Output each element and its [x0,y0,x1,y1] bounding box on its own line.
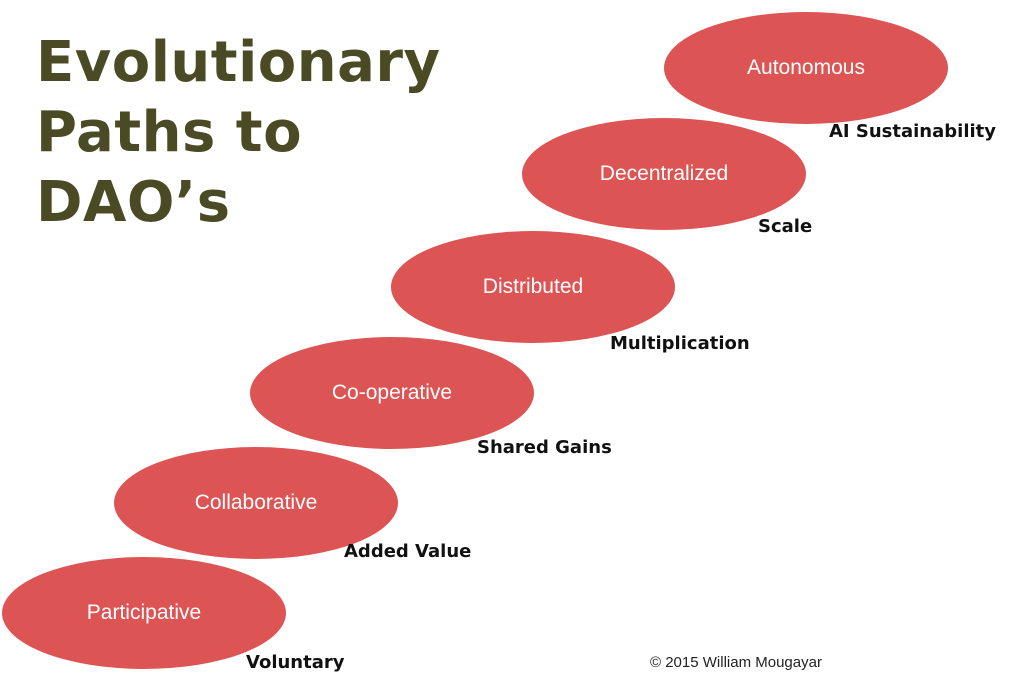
stage-ellipse-collaborative: Collaborative [114,447,398,559]
title-line-1: Evolutionary [36,30,441,95]
title-line-3: DAO’s [36,170,231,235]
stage-label: Participative [86,601,202,624]
stage-ellipse-distributed: Distributed [391,231,675,343]
stage-ellipse-autonomous: Autonomous [664,12,948,124]
outcome-label-multiplication: Multiplication [610,333,750,354]
outcome-label-shared-gains: Shared Gains [477,437,612,458]
stage-label: Autonomous [747,56,865,79]
outcome-label-scale: Scale [758,216,813,237]
stage-ellipse-cooperative: Co-operative [250,337,534,449]
stage-label: Distributed [482,275,584,298]
stage-ellipse-participative: Participative [2,557,286,669]
stage-label: Collaborative [194,491,318,514]
stage-label: Co-operative [331,381,453,404]
title-line-2: Paths to [36,100,303,165]
outcome-label-voluntary: Voluntary [246,652,345,673]
page-title: Evolutionary Paths to DAO’s [36,28,441,238]
stage-label: Decentralized [599,162,729,185]
outcome-label-added-value: Added Value [344,541,472,562]
outcome-label-ai-sustainability: AI Sustainability [829,121,997,142]
copyright-notice: © 2015 William Mougayar [650,654,822,671]
stage-ellipse-decentralized: Decentralized [522,118,806,230]
